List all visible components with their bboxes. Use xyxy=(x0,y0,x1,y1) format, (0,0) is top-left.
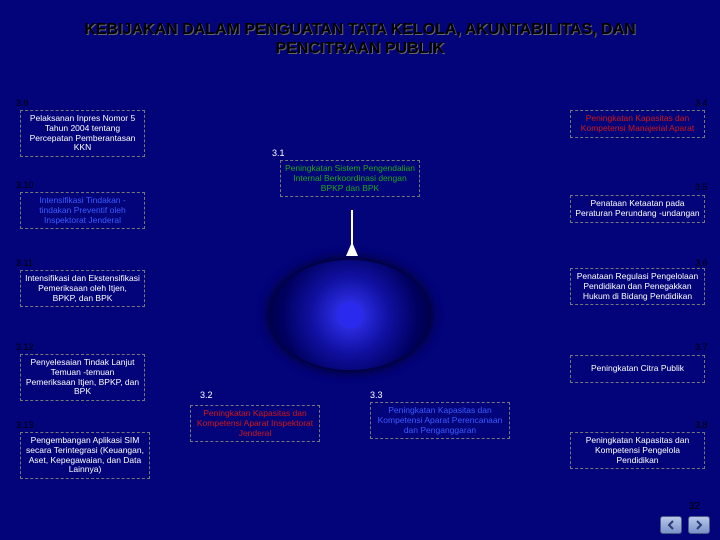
box-3-5: Penataan Ketaatan pada Peraturan Perunda… xyxy=(570,195,705,223)
box-3-8: Peningkatan Kapasitas dan Kompetensi Pen… xyxy=(570,432,705,469)
num-3-13: 3.13 xyxy=(16,420,34,430)
num-3-10: 3.10 xyxy=(16,180,34,190)
prev-button[interactable] xyxy=(660,516,682,534)
box-3-11: Intensifikasi dan Ekstensifikasi Pemerik… xyxy=(20,270,145,307)
chevron-right-icon xyxy=(694,520,704,530)
box-3-13: Pengembangan Aplikasi SIM secara Terinte… xyxy=(20,432,150,479)
num-3-6: 3.6 xyxy=(695,258,708,268)
num-3-1: 3.1 xyxy=(272,148,285,158)
page-title: KEBIJAKAN DALAM PENGUATAN TATA KELOLA, A… xyxy=(30,20,690,58)
num-3-2: 3.2 xyxy=(200,390,213,400)
num-3-3: 3.3 xyxy=(370,390,383,400)
num-3-5: 3.5 xyxy=(695,182,708,192)
box-3-1: Peningkatan Sistem Pengendalian Internal… xyxy=(280,160,420,197)
center-graphic xyxy=(270,260,430,370)
num-3-12: 3.12 xyxy=(16,342,34,352)
num-3-11: 3.11 xyxy=(16,258,33,268)
chevron-left-icon xyxy=(666,520,676,530)
num-3-7: 3.7 xyxy=(695,342,708,352)
num-3-4: 3.4 xyxy=(695,98,708,108)
num-3-9: 3.9 xyxy=(16,98,29,108)
box-3-7: Peningkatan Citra Publik xyxy=(570,355,705,383)
box-3-4: Peningkatan Kapasitas dan Kompetensi Man… xyxy=(570,110,705,138)
num-3-8: 3.8 xyxy=(695,420,708,430)
arrow-head xyxy=(346,242,358,256)
box-3-9: Pelaksanan Inpres Nomor 5 Tahun 2004 ten… xyxy=(20,110,145,157)
next-button[interactable] xyxy=(688,516,710,534)
box-3-10: Intensifikasi Tindakan - tindakan Preven… xyxy=(20,192,145,229)
box-3-12: Penyelesaian Tindak Lanjut Temuan -temua… xyxy=(20,354,145,401)
box-3-6: Penataan Regulasi Pengelolaan Pendidikan… xyxy=(570,268,705,305)
page-number: 32 xyxy=(689,501,700,512)
box-3-3: Peningkatan Kapasitas dan Kompetensi Apa… xyxy=(370,402,510,439)
box-3-2: Peningkatan Kapasitas dan Kompetensi Apa… xyxy=(190,405,320,442)
arrow-stem xyxy=(351,210,353,244)
